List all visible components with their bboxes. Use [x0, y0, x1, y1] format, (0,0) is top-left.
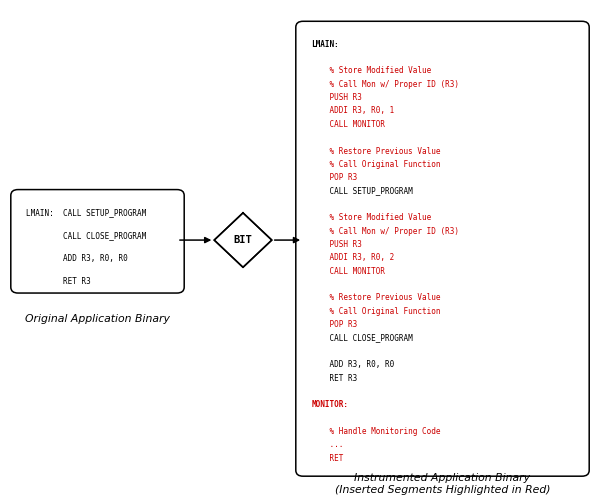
- Text: % Call Mon w/ Proper ID (R3): % Call Mon w/ Proper ID (R3): [311, 80, 460, 89]
- Text: Original Application Binary: Original Application Binary: [25, 314, 170, 324]
- Text: CALL CLOSE_PROGRAM: CALL CLOSE_PROGRAM: [26, 231, 146, 240]
- FancyBboxPatch shape: [11, 190, 184, 293]
- Text: RET: RET: [311, 454, 344, 463]
- Text: PUSH R3: PUSH R3: [311, 240, 362, 249]
- Text: RET R3: RET R3: [26, 277, 91, 286]
- Text: ...: ...: [311, 441, 344, 449]
- Text: % Handle Monitoring Code: % Handle Monitoring Code: [311, 427, 441, 436]
- Text: MONITOR:: MONITOR:: [311, 400, 349, 409]
- Text: BIT: BIT: [233, 235, 253, 245]
- Text: ADDI R3, R0, 1: ADDI R3, R0, 1: [311, 106, 395, 115]
- Text: POP R3: POP R3: [311, 320, 358, 329]
- Text: ADDI R3, R0, 2: ADDI R3, R0, 2: [311, 253, 395, 262]
- Text: % Store Modified Value: % Store Modified Value: [311, 66, 431, 75]
- Text: ADD R3, R0, R0: ADD R3, R0, R0: [26, 254, 128, 263]
- Text: CALL CLOSE_PROGRAM: CALL CLOSE_PROGRAM: [311, 334, 413, 343]
- Text: CALL MONITOR: CALL MONITOR: [311, 267, 385, 276]
- Text: LMAIN:  CALL SETUP_PROGRAM: LMAIN: CALL SETUP_PROGRAM: [26, 208, 146, 217]
- Text: CALL SETUP_PROGRAM: CALL SETUP_PROGRAM: [311, 187, 413, 196]
- Polygon shape: [214, 213, 272, 267]
- Text: % Store Modified Value: % Store Modified Value: [311, 213, 431, 222]
- Text: % Call Mon w/ Proper ID (R3): % Call Mon w/ Proper ID (R3): [311, 227, 460, 236]
- Text: PUSH R3: PUSH R3: [311, 93, 362, 102]
- Text: % Restore Previous Value: % Restore Previous Value: [311, 294, 441, 302]
- Text: RET R3: RET R3: [311, 374, 358, 383]
- Text: % Restore Previous Value: % Restore Previous Value: [311, 147, 441, 155]
- Text: POP R3: POP R3: [311, 173, 358, 182]
- Text: % Call Original Function: % Call Original Function: [311, 160, 441, 169]
- Text: ADD R3, R0, R0: ADD R3, R0, R0: [311, 360, 395, 369]
- Text: CALL MONITOR: CALL MONITOR: [311, 120, 385, 129]
- Text: LMAIN:: LMAIN:: [311, 40, 339, 49]
- Text: Instrumented Application Binary
(Inserted Segments Highlighted in Red): Instrumented Application Binary (Inserte…: [335, 473, 550, 495]
- FancyBboxPatch shape: [296, 21, 589, 476]
- Text: % Call Original Function: % Call Original Function: [311, 307, 441, 316]
